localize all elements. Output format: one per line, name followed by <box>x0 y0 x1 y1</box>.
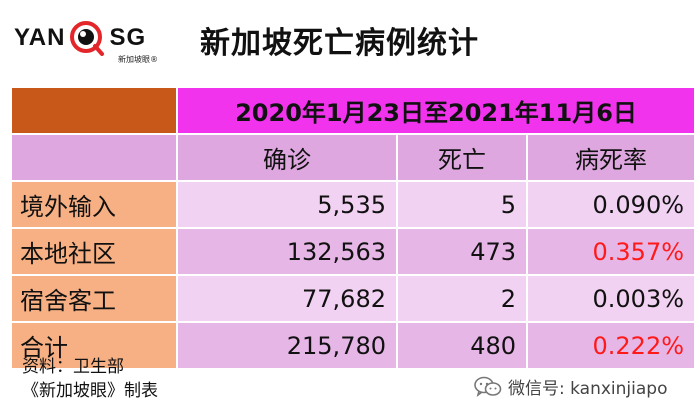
table-row: 本地社区 132,563 473 0.357% <box>10 227 697 276</box>
page-title: 新加坡死亡病例统计 <box>200 26 479 61</box>
date-row: 2020年1月23日至2021年11月6日 <box>10 86 697 135</box>
row-label: 宿舍客工 <box>10 274 178 323</box>
deaths-value: 2 <box>396 274 528 323</box>
rate-value: 0.090% <box>525 180 697 229</box>
rate-value: 0.003% <box>525 274 697 323</box>
header: YAN SG 新加坡眼® 新加坡死亡病例统计 <box>0 0 700 80</box>
confirmed-value: 132,563 <box>176 227 398 276</box>
date-range: 2020年1月23日至2021年11月6日 <box>175 86 697 135</box>
logo-mark-icon <box>69 20 105 56</box>
source-note: 资料：卫生部 <box>22 357 124 377</box>
deaths-value: 480 <box>396 321 528 370</box>
logo-subtitle: 新加坡眼® <box>118 55 158 64</box>
table-row: 境外输入 5,535 5 0.090% <box>10 180 697 229</box>
rate-value: 0.357% <box>525 227 697 276</box>
logo: YAN SG <box>14 18 146 58</box>
confirmed-value: 215,780 <box>176 321 398 370</box>
row-label: 本地社区 <box>10 227 178 276</box>
logo-text-right: SG <box>109 24 147 51</box>
column-header-deaths: 死亡 <box>396 133 528 182</box>
confirmed-value: 77,682 <box>176 274 398 323</box>
table-row: 合计 215,780 480 0.222% <box>10 321 697 370</box>
stats-table: 2020年1月23日至2021年11月6日 确诊 死亡 病死率 境外输入 5,5… <box>10 86 697 370</box>
deaths-value: 473 <box>396 227 528 276</box>
confirmed-value: 5,535 <box>176 180 398 229</box>
table-row: 宿舍客工 77,682 2 0.003% <box>10 274 697 323</box>
column-header-rate: 病死率 <box>525 133 697 182</box>
logo-text-left: YAN <box>14 24 66 51</box>
corner-cell <box>10 86 178 135</box>
wechat-icon <box>474 376 502 398</box>
deaths-value: 5 <box>396 180 528 229</box>
header-row: 确诊 死亡 病死率 <box>10 133 697 182</box>
row-label: 合计 <box>10 321 178 370</box>
row-label: 境外输入 <box>10 180 178 229</box>
wechat-label: 微信号: kanxinjiapo <box>508 379 668 399</box>
credit-note: 《新加坡眼》制表 <box>22 381 158 401</box>
rate-value: 0.222% <box>525 321 697 370</box>
wechat-account: 微信号: kanxinjiapo <box>474 374 667 399</box>
column-header-confirmed: 确诊 <box>176 133 398 182</box>
header-blank <box>10 133 178 182</box>
